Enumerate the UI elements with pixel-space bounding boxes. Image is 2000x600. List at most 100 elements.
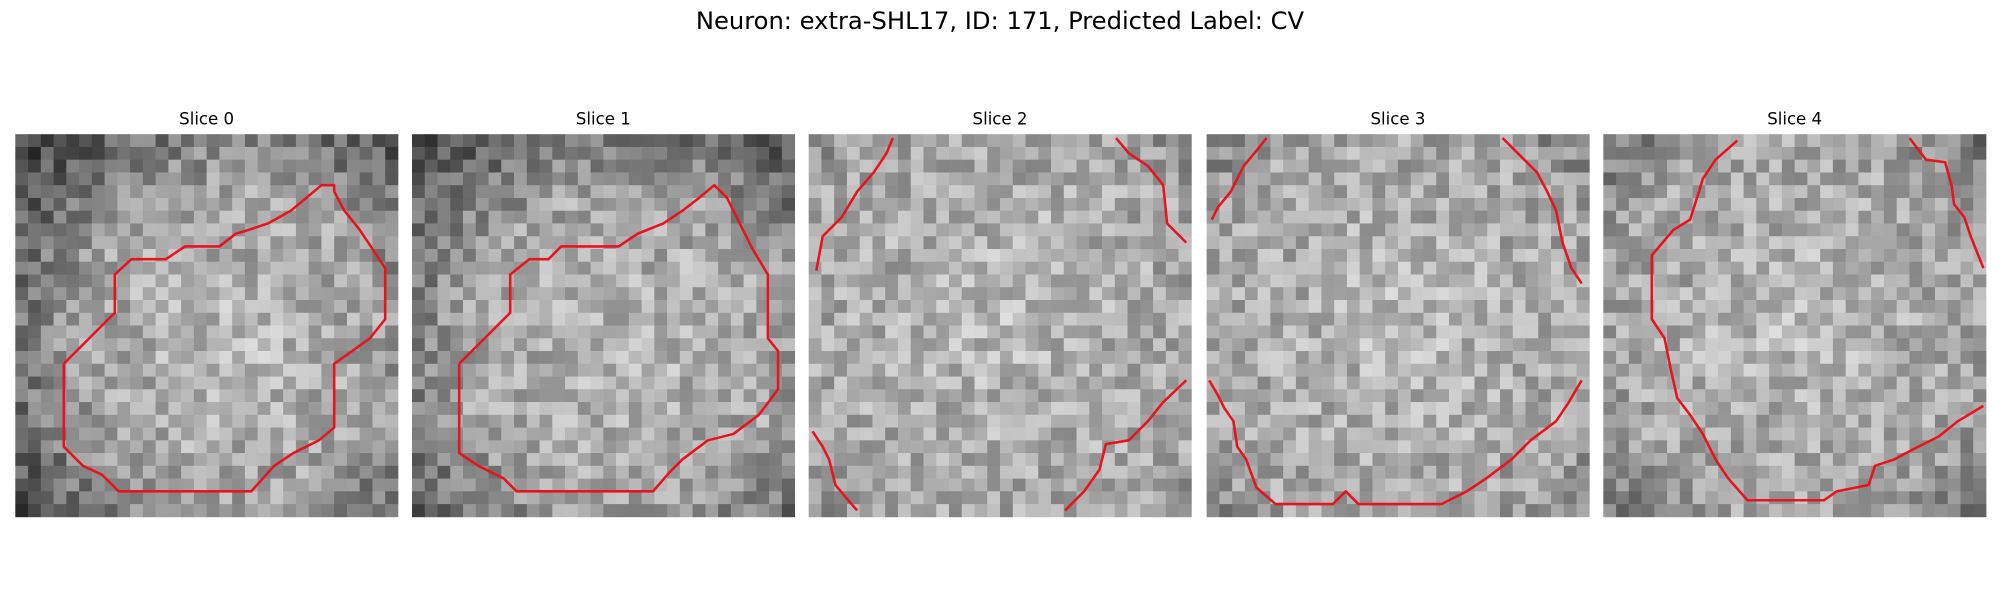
pixel (1308, 274, 1322, 288)
pixel (1448, 312, 1463, 326)
pixel (1270, 185, 1284, 199)
pixel (321, 223, 335, 237)
pixel (206, 389, 220, 403)
pixel (1257, 223, 1271, 237)
pixel (181, 414, 195, 428)
pixel (756, 146, 770, 161)
pixel (1769, 465, 1783, 479)
pixel (79, 338, 93, 352)
pixel (450, 478, 464, 492)
pixel (577, 376, 591, 390)
pixel (1308, 389, 1322, 403)
pixel (1423, 248, 1437, 263)
pixel (91, 300, 105, 314)
pixel (1909, 504, 1923, 518)
pixel (923, 363, 937, 377)
pixel (15, 197, 29, 212)
pixel (1295, 389, 1310, 403)
pixel (1781, 210, 1796, 224)
pixel (1295, 223, 1310, 237)
pixel (961, 414, 975, 428)
pixel (1474, 172, 1488, 186)
pixel (91, 185, 105, 199)
pixel (1114, 414, 1128, 428)
pixel (53, 223, 67, 237)
pixel (616, 478, 630, 492)
pixel (808, 236, 822, 250)
pixel (359, 185, 373, 199)
pixel (756, 287, 770, 301)
pixel (1397, 491, 1412, 505)
pixel (821, 159, 835, 173)
pixel (961, 287, 975, 301)
pixel (308, 504, 322, 518)
pixel (385, 248, 399, 263)
pixel (1410, 453, 1424, 467)
pixel (859, 134, 873, 148)
pixel (1960, 338, 1974, 352)
pixel (1178, 274, 1192, 288)
pixel (15, 491, 29, 505)
pixel (1283, 478, 1297, 492)
pixel (1397, 325, 1412, 339)
pixel (1051, 338, 1065, 352)
pixel (1654, 172, 1668, 186)
pixel (1832, 504, 1847, 518)
pixel (1000, 351, 1014, 365)
pixel (846, 427, 861, 441)
pixel (1359, 440, 1373, 454)
pixel (565, 504, 579, 518)
pixel (1308, 465, 1322, 479)
pixel (1178, 363, 1192, 377)
pixel (1359, 491, 1373, 505)
pixel (565, 248, 579, 263)
pixel (1947, 465, 1961, 479)
pixel (1845, 414, 1859, 428)
pixel (1089, 351, 1103, 365)
pixel (1346, 427, 1361, 441)
pixel (846, 389, 861, 403)
pixel (283, 300, 297, 314)
pixel (1500, 312, 1514, 326)
pixel (781, 504, 796, 518)
pixel (1909, 185, 1923, 199)
pixel (40, 197, 54, 212)
pixel (1257, 478, 1271, 492)
pixel (1051, 248, 1065, 263)
pixel (1628, 223, 1642, 237)
pixel (1654, 312, 1668, 326)
pixel (1114, 236, 1128, 250)
pixel (1308, 402, 1322, 416)
pixel (283, 363, 297, 377)
pixel (1538, 248, 1552, 263)
pixel (987, 274, 1001, 288)
pixel (654, 210, 668, 224)
pixel (463, 300, 477, 314)
pixel (1667, 287, 1681, 301)
pixel (1089, 197, 1103, 212)
pixel (756, 351, 770, 365)
pixel (40, 478, 54, 492)
pixel (155, 453, 169, 467)
pixel (219, 300, 233, 314)
pixel (1436, 287, 1450, 301)
pixel (411, 287, 426, 301)
pixel (846, 248, 861, 263)
pixel (1934, 261, 1949, 275)
pixel (488, 261, 502, 275)
pixel (1679, 414, 1693, 428)
pixel (232, 427, 246, 441)
pixel (948, 427, 963, 441)
pixel (501, 504, 515, 518)
pixel (1922, 351, 1936, 365)
pixel (1295, 465, 1310, 479)
pixel (1603, 248, 1617, 263)
pixel (1025, 134, 1039, 148)
pixel (834, 172, 848, 186)
pixel (705, 414, 719, 428)
pixel (1359, 414, 1373, 428)
pixel (1219, 210, 1233, 224)
pixel (1500, 197, 1514, 212)
pixel (219, 261, 233, 275)
pixel (1000, 427, 1014, 441)
